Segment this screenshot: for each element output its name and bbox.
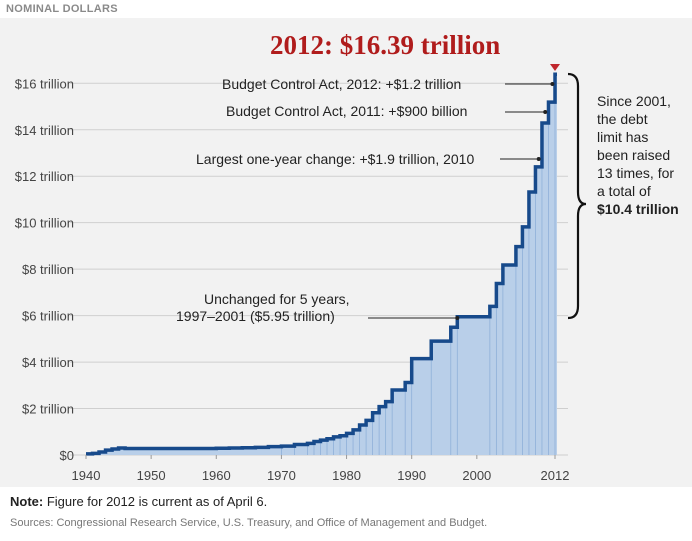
annotation-bca-2011: Budget Control Act, 2011: +$900 billion	[226, 103, 468, 119]
y-tick-label: $10 trillion	[15, 216, 74, 231]
side-note-line: 13 times, for	[597, 165, 675, 181]
annotation-largest-change: Largest one-year change: +$1.9 trillion,…	[196, 151, 475, 167]
side-note-line: a total of	[597, 183, 651, 199]
annotation-unchanged-line2: 1997–2001 ($5.95 trillion)	[176, 308, 335, 324]
x-axis-ticks: 1940 1950 1960 1970 1980 1990 2000 2012	[72, 455, 570, 483]
x-tick-label: 1970	[267, 468, 296, 483]
side-note-total: $10.4 trillion	[597, 201, 679, 217]
debt-limit-steps	[281, 74, 556, 455]
debt-limit-line	[86, 72, 557, 456]
side-note-line: limit has	[597, 129, 649, 145]
callout-leader-dot	[536, 157, 541, 161]
y-tick-label: $4 trillion	[22, 355, 74, 370]
side-note-line: been raised	[597, 147, 671, 163]
y-tick-label: $6 trillion	[22, 309, 74, 324]
footnote-label: Note:	[10, 494, 44, 509]
y-tick-label: $12 trillion	[15, 169, 74, 184]
y-tick-label: $14 trillion	[15, 123, 74, 138]
x-tick-label: 2000	[462, 468, 491, 483]
annotation-unchanged-line1: Unchanged for 5 years,	[204, 291, 350, 307]
x-tick-label: 1990	[397, 468, 426, 483]
x-tick-label: 1950	[137, 468, 166, 483]
y-tick-label: $0	[60, 448, 74, 463]
x-tick-label: 1960	[202, 468, 231, 483]
x-tick-label: 1980	[332, 468, 361, 483]
curly-brace	[567, 72, 587, 320]
callout-leader-dot	[550, 82, 555, 86]
y-tick-label: $16 trillion	[15, 76, 74, 91]
chart-header-label: NOMINAL DOLLARS	[6, 3, 118, 15]
x-tick-label: 2012	[541, 468, 570, 483]
y-tick-label: $2 trillion	[22, 402, 74, 417]
headline: 2012: $16.39 trillion	[270, 30, 501, 60]
sources-line: Sources: Congressional Research Service,…	[10, 517, 488, 529]
annotation-bca-2012: Budget Control Act, 2012: +$1.2 trillion	[222, 76, 462, 92]
callout-leaders	[368, 82, 555, 320]
peak-marker-triangle	[550, 64, 560, 71]
y-axis-ticks: $0 $2 trillion $4 trillion $6 trillion $8 tr…	[15, 76, 74, 463]
footnote: Note: Figure for 2012 is current as of A…	[10, 494, 267, 509]
debt-limit-area	[86, 74, 557, 456]
side-note-line: the debt	[597, 111, 648, 127]
callout-leader-dot	[543, 110, 548, 114]
footnote-text: Figure for 2012 is current as of April 6…	[43, 494, 268, 509]
y-tick-label: $8 trillion	[22, 262, 74, 277]
side-note: Since 2001, the debt limit has been rais…	[597, 92, 689, 218]
callout-leader-dot	[455, 316, 460, 320]
side-note-line: Since 2001,	[597, 93, 671, 109]
x-tick-label: 1940	[72, 468, 101, 483]
